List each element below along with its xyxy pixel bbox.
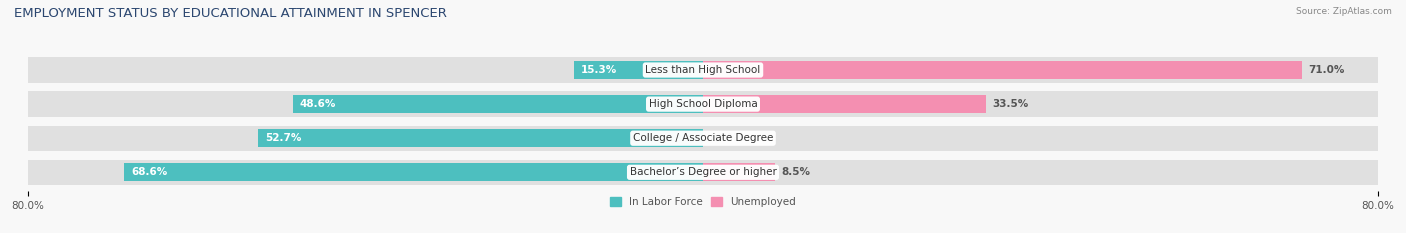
Text: Source: ZipAtlas.com: Source: ZipAtlas.com	[1296, 7, 1392, 16]
Text: 52.7%: 52.7%	[266, 133, 301, 143]
Bar	[574, 61, 703, 79]
Text: Less than High School: Less than High School	[645, 65, 761, 75]
Text: 68.6%: 68.6%	[131, 167, 167, 177]
Bar	[703, 61, 1302, 79]
Text: 33.5%: 33.5%	[993, 99, 1029, 109]
Bar	[703, 163, 775, 181]
Text: High School Diploma: High School Diploma	[648, 99, 758, 109]
Bar	[28, 160, 1378, 185]
Bar	[28, 92, 1378, 117]
Bar	[292, 95, 703, 113]
Bar	[124, 163, 703, 181]
Text: 0.0%: 0.0%	[710, 133, 738, 143]
Text: 71.0%: 71.0%	[1309, 65, 1346, 75]
Text: Bachelor’s Degree or higher: Bachelor’s Degree or higher	[630, 167, 776, 177]
Bar	[259, 129, 703, 147]
Text: 8.5%: 8.5%	[782, 167, 810, 177]
Text: 48.6%: 48.6%	[299, 99, 336, 109]
Bar	[28, 57, 1378, 83]
Text: 15.3%: 15.3%	[581, 65, 617, 75]
Bar	[28, 126, 1378, 151]
Bar	[703, 95, 986, 113]
Text: College / Associate Degree: College / Associate Degree	[633, 133, 773, 143]
Text: EMPLOYMENT STATUS BY EDUCATIONAL ATTAINMENT IN SPENCER: EMPLOYMENT STATUS BY EDUCATIONAL ATTAINM…	[14, 7, 447, 20]
Legend: In Labor Force, Unemployed: In Labor Force, Unemployed	[606, 193, 800, 211]
